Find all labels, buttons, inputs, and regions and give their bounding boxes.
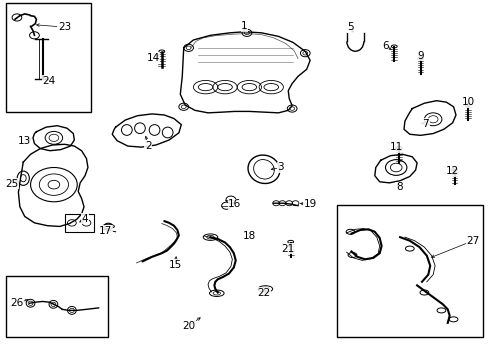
Text: 18: 18: [242, 231, 255, 242]
Bar: [336, 205, 482, 337]
Text: 9: 9: [416, 51, 423, 61]
Bar: [6, 3, 91, 112]
Text: 14: 14: [146, 53, 160, 63]
Text: 19: 19: [303, 199, 316, 209]
Text: 8: 8: [395, 182, 402, 192]
Text: 6: 6: [382, 41, 388, 51]
Text: 7: 7: [422, 118, 428, 129]
Text: 15: 15: [168, 260, 182, 270]
Text: 3: 3: [277, 162, 284, 172]
Text: 16: 16: [228, 199, 241, 209]
Text: 1: 1: [241, 21, 247, 31]
Text: 22: 22: [257, 288, 270, 297]
Bar: [6, 276, 108, 337]
Text: 11: 11: [389, 142, 402, 152]
Text: 25: 25: [5, 179, 19, 189]
Text: 2: 2: [144, 141, 151, 151]
Text: 10: 10: [461, 97, 474, 107]
Text: 27: 27: [466, 236, 479, 246]
Text: 17: 17: [99, 226, 112, 236]
Text: 12: 12: [445, 166, 458, 176]
Text: 21: 21: [281, 244, 294, 253]
Text: 23: 23: [58, 22, 71, 32]
Text: 24: 24: [42, 76, 56, 86]
Text: 20: 20: [182, 321, 195, 331]
Text: 4: 4: [81, 213, 88, 224]
Text: 13: 13: [18, 136, 31, 147]
Text: 26: 26: [10, 298, 23, 308]
Bar: [64, 214, 94, 232]
Text: 5: 5: [346, 22, 353, 32]
